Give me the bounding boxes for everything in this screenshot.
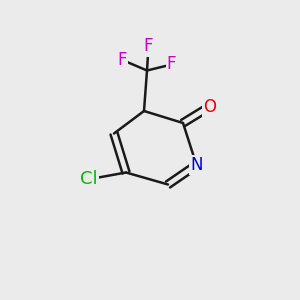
Text: Cl: Cl <box>80 169 97 188</box>
Text: F: F <box>118 51 127 69</box>
Text: O: O <box>203 98 217 116</box>
Text: N: N <box>190 156 203 174</box>
Text: F: F <box>167 56 176 74</box>
Text: F: F <box>144 38 153 56</box>
